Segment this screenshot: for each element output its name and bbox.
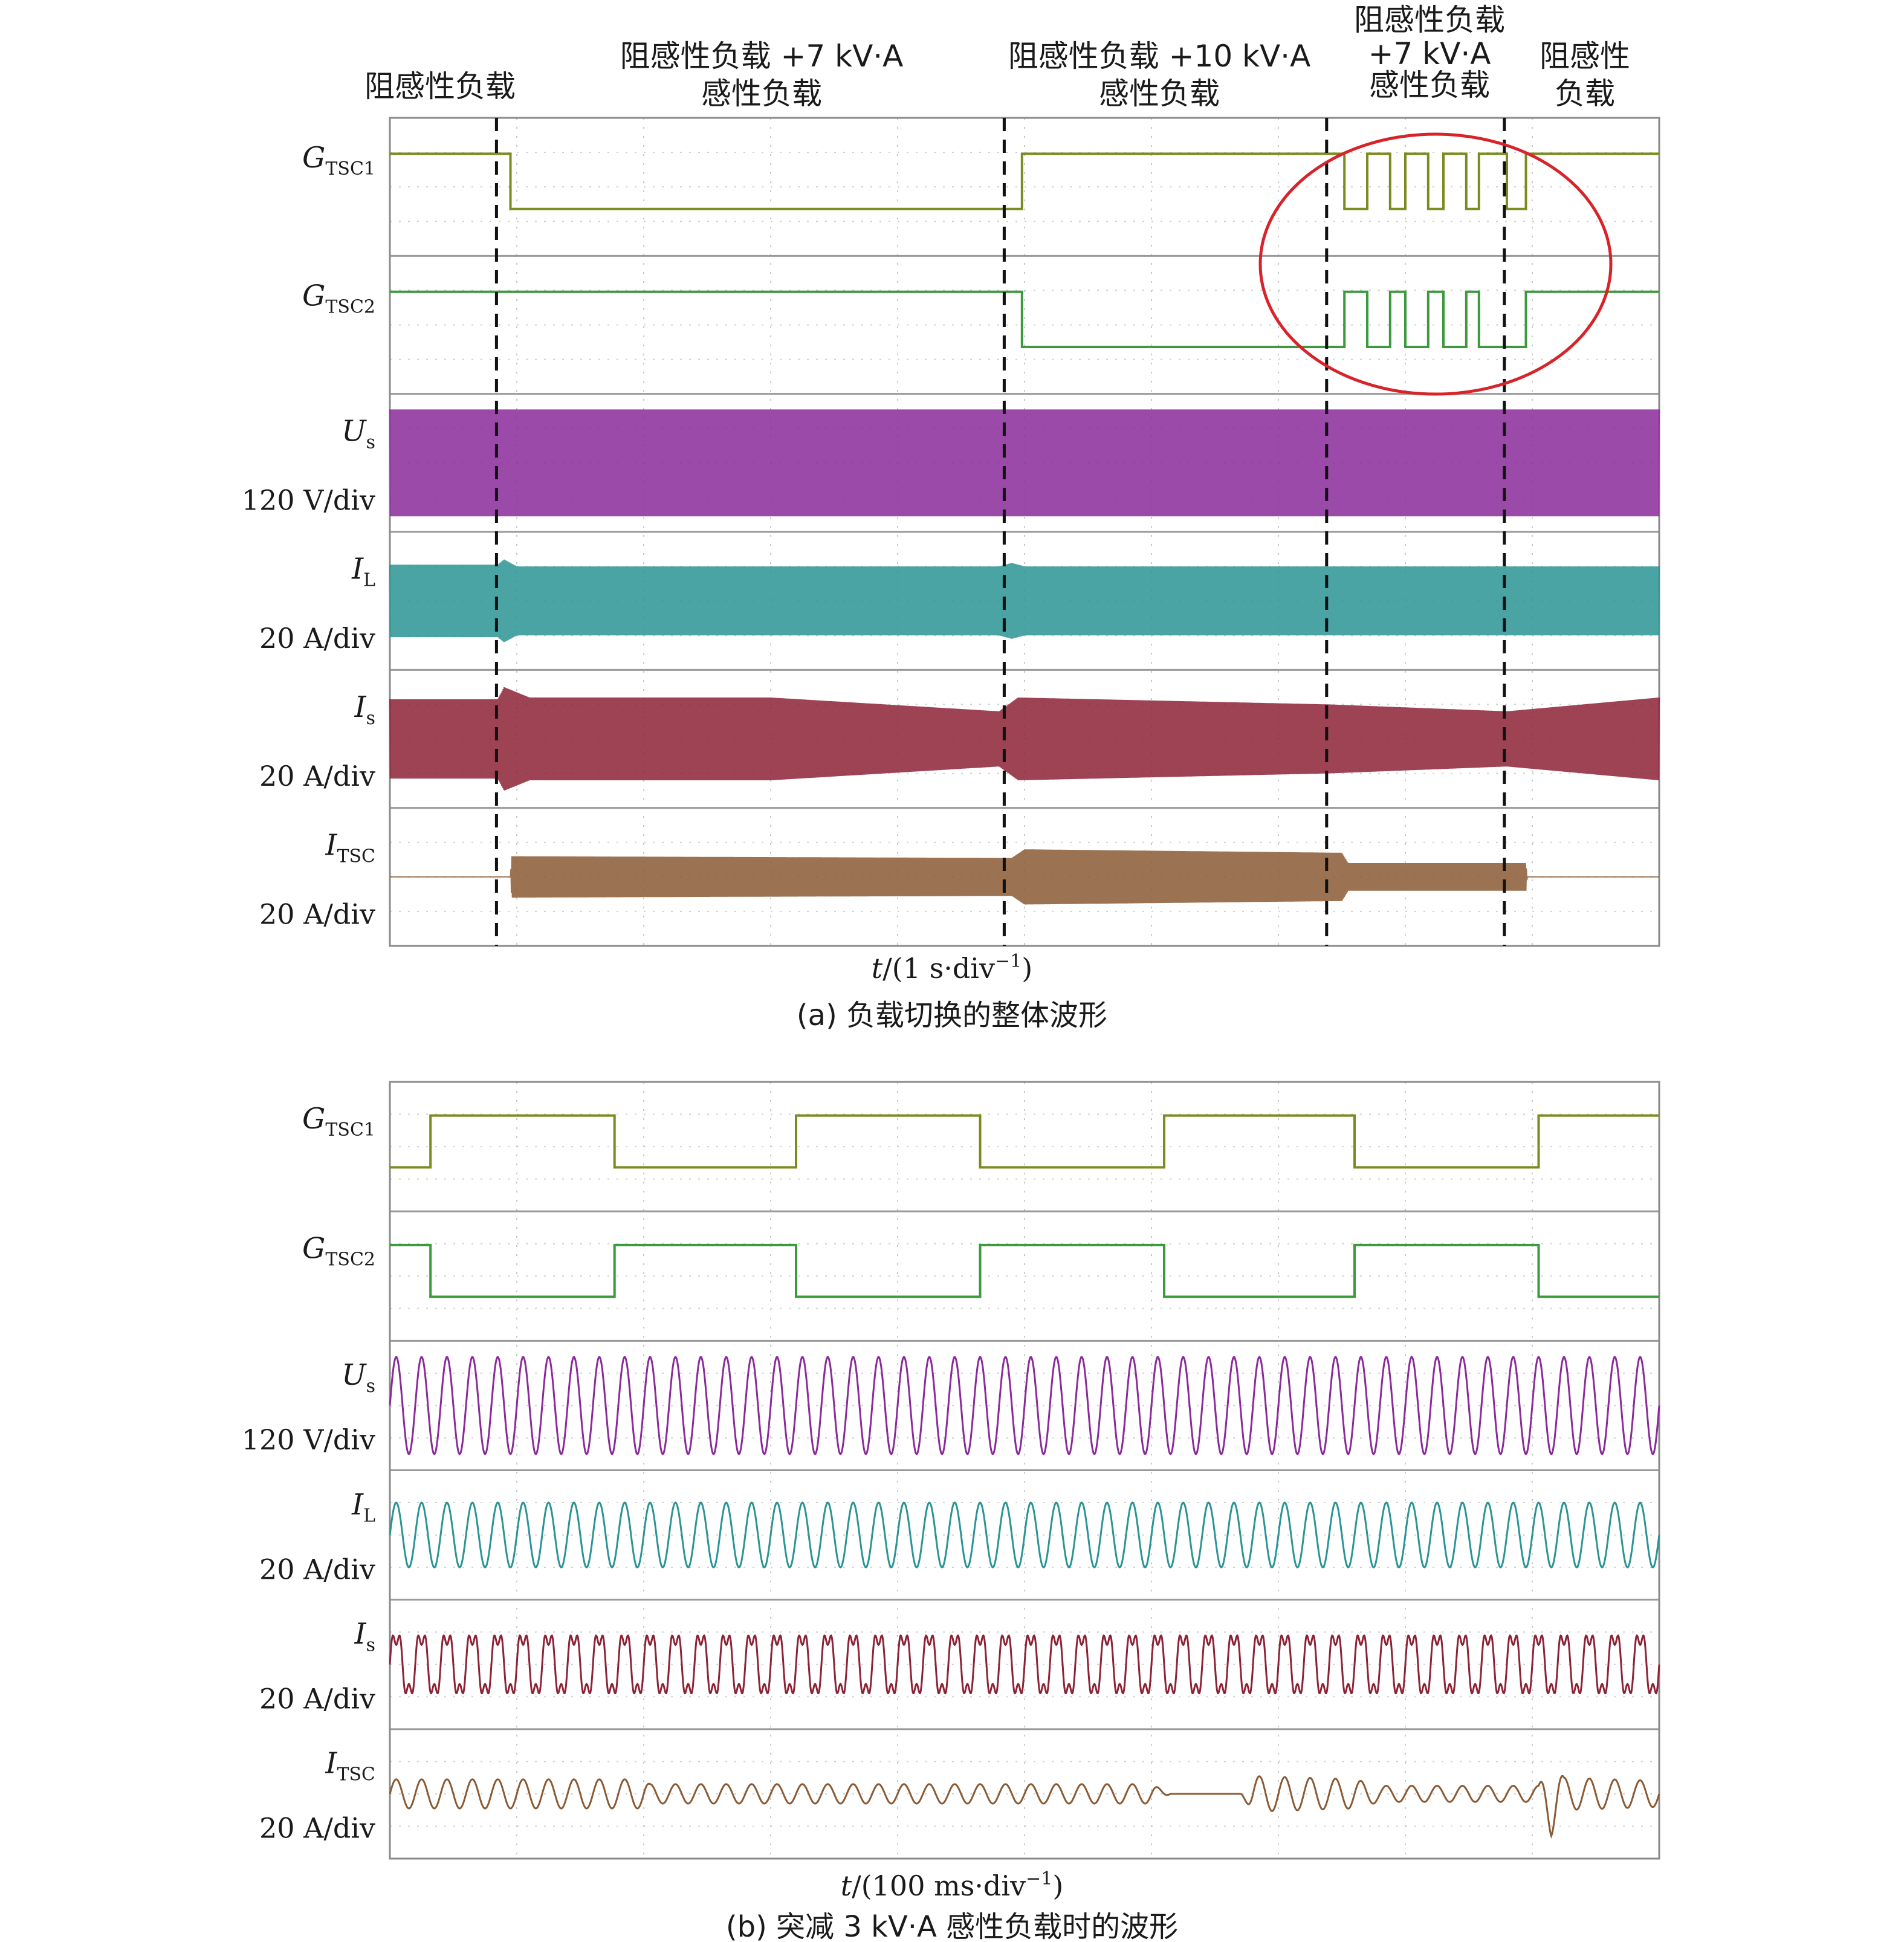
panel-b: GTSC1 GTSC2 Us 120 V/div IL 20 A/div Is 20 A/di… (242, 1081, 1660, 1942)
plot-frame (389, 1081, 1660, 1860)
trace-b-i-l (389, 1501, 1660, 1568)
region-label-1a: 阻感性负载 +7 kV·A (620, 39, 904, 74)
grid-b (389, 1081, 1660, 1860)
region-label-4b: 负载 (1555, 76, 1615, 111)
channel-name: ITSC (325, 1747, 375, 1785)
trace-a-g-tsc1 (390, 152, 1659, 210)
channel-scale: 20 A/div (259, 1812, 375, 1845)
x-axis-label-a: t/(1 s·div−1) (872, 951, 1032, 985)
caption-a: (a) 负载切换的整体波形 (797, 999, 1107, 1032)
region-label-1b: 感性负载 (701, 76, 822, 111)
channel-name: Us (342, 1358, 375, 1397)
traces-b (389, 1114, 1660, 1839)
channel-name: Is (354, 690, 375, 729)
trace-a-i-l (389, 559, 1660, 642)
channel-name: IL (351, 552, 375, 591)
region-label-0: 阻感性负载 (364, 69, 516, 104)
trace-a-g-tsc2 (390, 290, 1659, 349)
channel-name: IL (351, 1487, 375, 1526)
channel-scale: 20 A/div (259, 1683, 375, 1715)
plot-frame (389, 117, 1660, 947)
panel-a: 阻感性负载 阻感性负载 +7 kV·A 感性负载 阻感性负载 +10 kV·A … (242, 2, 1660, 1032)
trace-b-i-tsc (389, 1775, 1660, 1839)
highlight-ellipse (1258, 132, 1613, 396)
grid-a (389, 117, 1660, 947)
channel-scale: 120 V/div (242, 1423, 375, 1456)
channel-scale: 20 A/div (259, 760, 375, 792)
trace-b-g-tsc1 (390, 1114, 1659, 1169)
channel-scale: 20 A/div (259, 622, 375, 655)
region-label-3c: 感性负载 (1369, 68, 1490, 103)
channel-name: Is (354, 1617, 375, 1656)
trace-a-i-s (389, 687, 1660, 791)
channel-scale: 120 V/div (242, 484, 375, 516)
trace-b-u-s (389, 1356, 1660, 1455)
channel-scale: 20 A/div (259, 1553, 375, 1585)
region-label-4a: 阻感性 (1540, 39, 1630, 74)
region-label-3a: 阻感性负载 (1354, 2, 1505, 37)
channel-name: GTSC2 (302, 1231, 375, 1270)
channel-name: GTSC1 (302, 141, 375, 180)
region-label-2b: 感性负载 (1099, 76, 1220, 111)
channel-scale: 20 A/div (259, 898, 375, 930)
region-label-2a: 阻感性负载 +10 kV·A (1008, 39, 1311, 74)
channel-name: GTSC2 (302, 279, 375, 318)
x-axis-label-b: t/(100 ms·div−1) (841, 1868, 1064, 1902)
trace-b-i-s (389, 1634, 1660, 1695)
traces-a (389, 152, 1660, 905)
trace-a-i-tsc (390, 849, 1659, 905)
channel-labels-a: GTSC1 GTSC2 Us 120 V/div IL 20 A/div Is 20 A/di… (242, 141, 375, 930)
trace-b-g-tsc2 (390, 1243, 1659, 1298)
channel-name: ITSC (325, 828, 375, 867)
channel-labels-b: GTSC1 GTSC2 Us 120 V/div IL 20 A/div Is 20 A/di… (242, 1102, 375, 1845)
event-lines-a (494, 118, 1506, 946)
channel-name: GTSC1 (302, 1102, 375, 1141)
caption-b: (b) 突减 3 kV·A 感性负载时的波形 (726, 1910, 1178, 1942)
channel-name: Us (342, 414, 375, 453)
region-label-3b: +7 kV·A (1368, 36, 1491, 71)
trace-a-u-s (389, 409, 1660, 517)
